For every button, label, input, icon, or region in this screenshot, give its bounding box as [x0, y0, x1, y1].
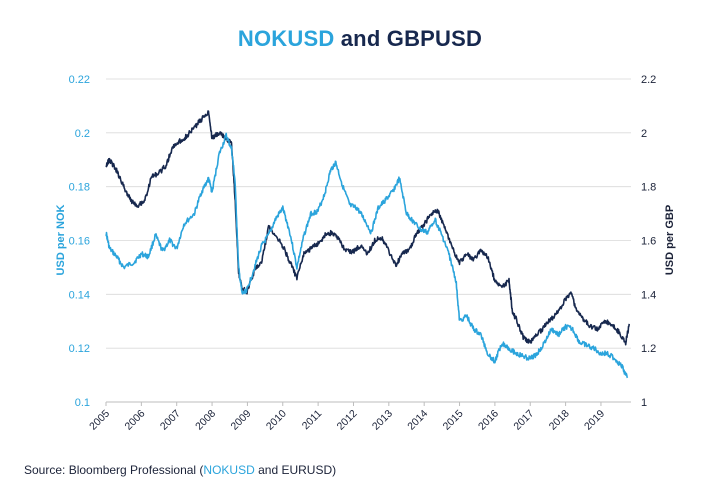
x-tick-label: 2015 — [441, 408, 466, 433]
source-suffix: and EURUSD) — [254, 463, 337, 477]
title-and: and — [340, 26, 381, 51]
x-tick-label: 2007 — [158, 408, 183, 433]
left-tick-label: 0.16 — [69, 236, 90, 248]
title-gbpusd: GBPUSD — [386, 26, 483, 51]
right-tick-label: 1.8 — [641, 182, 656, 194]
right-axis-ticks: 2.2 2 1.8 1.6 1.4 1.2 1 — [641, 74, 656, 409]
x-axis-ticks: 2005 2006 2007 2008 2009 2010 2011 2012 2013 2014… — [87, 402, 607, 433]
right-tick-label: 1.2 — [641, 343, 656, 355]
left-tick-label: 0.1 — [75, 397, 90, 409]
x-tick-label: 2005 — [87, 408, 112, 433]
chart-title: NOKUSD and GBPUSD — [0, 26, 720, 52]
x-tick-label: 2006 — [122, 408, 147, 433]
title-nokusd: NOKUSD — [237, 26, 335, 51]
x-tick-label: 2008 — [193, 408, 218, 433]
series-lines — [105, 110, 630, 379]
left-tick-label: 0.2 — [75, 128, 90, 140]
gridlines — [106, 78, 631, 403]
series-line-gbpusd — [105, 110, 630, 346]
right-axis-label: USD per GBP — [664, 205, 676, 275]
x-tick-label: 2009 — [229, 408, 254, 433]
x-tick-label: 2017 — [511, 408, 536, 433]
right-tick-label: 1.4 — [641, 289, 656, 301]
x-tick-label: 2014 — [405, 408, 430, 433]
x-tick-label: 2013 — [370, 408, 395, 433]
right-tick-label: 2.2 — [641, 74, 656, 86]
left-tick-label: 0.14 — [69, 289, 90, 301]
x-tick-label: 2012 — [335, 408, 360, 433]
right-tick-label: 2 — [641, 128, 647, 140]
x-tick-label: 2019 — [582, 408, 607, 433]
left-tick-label: 0.22 — [69, 74, 90, 86]
left-tick-label: 0.12 — [69, 343, 90, 355]
left-axis-ticks: 0.22 0.2 0.18 0.16 0.14 0.12 0.1 — [69, 74, 90, 409]
x-tick-label: 2011 — [300, 408, 325, 433]
x-tick-label: 2016 — [476, 408, 501, 433]
left-tick-label: 0.18 — [69, 182, 90, 194]
x-tick-label: 2010 — [264, 408, 289, 433]
left-axis-label: USD per NOK — [55, 204, 67, 275]
series-line-nokusd — [105, 132, 629, 379]
source-note: Source: Bloomberg Professional (NOKUSD a… — [24, 463, 336, 477]
right-tick-label: 1.6 — [641, 236, 656, 248]
right-tick-label: 1 — [641, 397, 647, 409]
x-tick-label: 2018 — [547, 408, 572, 433]
source-prefix: Source: Bloomberg Professional ( — [24, 463, 204, 477]
source-highlight: NOKUSD — [203, 463, 255, 477]
